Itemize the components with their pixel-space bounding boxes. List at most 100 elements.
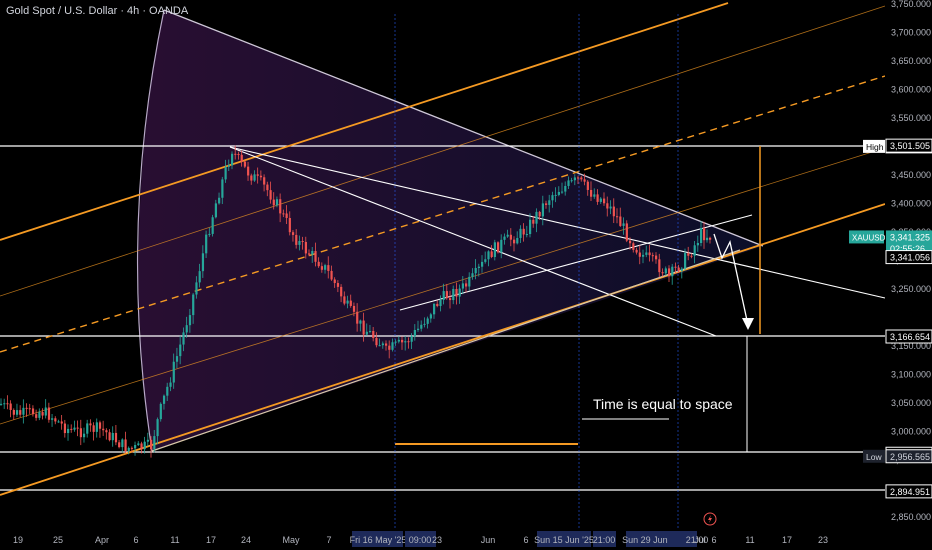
candle-body bbox=[169, 382, 172, 387]
candle-body bbox=[394, 341, 397, 343]
candle-body bbox=[372, 330, 375, 338]
candle-body bbox=[493, 242, 496, 258]
candle-body bbox=[205, 234, 208, 254]
price-tick-label: 3,400.000 bbox=[891, 199, 931, 209]
candle-body bbox=[224, 166, 227, 180]
svg-text:2,956.565: 2,956.565 bbox=[890, 452, 930, 462]
channel-upper-line bbox=[0, 2, 729, 241]
candle-body bbox=[423, 323, 426, 325]
candle-body bbox=[192, 294, 195, 316]
candle-body bbox=[288, 217, 291, 233]
candle-body bbox=[269, 190, 272, 200]
time-axis-highlight bbox=[405, 531, 436, 547]
candle-body bbox=[146, 439, 150, 442]
candle-body bbox=[661, 272, 664, 274]
candle-body bbox=[420, 324, 423, 329]
candle-body bbox=[250, 175, 253, 181]
candle-body bbox=[445, 291, 448, 299]
channel-mid-dashed-line bbox=[0, 75, 886, 353]
candle-body bbox=[6, 403, 9, 405]
candle-body bbox=[51, 418, 54, 420]
candle-body bbox=[532, 219, 535, 224]
candle-body bbox=[407, 341, 410, 343]
candle-body bbox=[455, 288, 458, 297]
candle-body bbox=[658, 259, 661, 273]
candle-body bbox=[121, 439, 124, 448]
svg-text:3,501.505: 3,501.505 bbox=[890, 141, 930, 151]
price-axis[interactable]: 3,750.000 3,700.000 3,650.000 3,600.000 3,55… bbox=[849, 0, 932, 550]
candle-body bbox=[9, 403, 12, 410]
candle-body bbox=[564, 185, 567, 192]
price-tick-label: 3,600.000 bbox=[891, 85, 931, 95]
candle-body bbox=[12, 409, 15, 415]
candle-body bbox=[118, 442, 121, 448]
time-tick-label: Jul bbox=[694, 535, 706, 545]
candle-body bbox=[298, 241, 301, 245]
candle-body bbox=[304, 241, 307, 254]
candle-body bbox=[67, 428, 70, 434]
candle-body bbox=[648, 252, 651, 256]
time-tick-label: 23 bbox=[818, 535, 828, 545]
candle-body bbox=[503, 236, 506, 240]
candle-body bbox=[124, 439, 127, 452]
candle-body bbox=[664, 268, 667, 274]
candle-body bbox=[237, 153, 240, 155]
candle-body bbox=[439, 299, 442, 307]
time-tick-label: Jun bbox=[481, 535, 496, 545]
candle-body bbox=[301, 241, 304, 243]
lightning-icon[interactable] bbox=[703, 512, 717, 526]
candle-body bbox=[172, 361, 175, 383]
price-tick-label: 3,050.000 bbox=[891, 398, 931, 408]
candle-body bbox=[182, 332, 185, 345]
candle-body bbox=[266, 184, 269, 191]
channel-upper-inner-line bbox=[0, 5, 886, 297]
candle-body bbox=[105, 430, 108, 433]
time-axis-highlight bbox=[537, 531, 591, 547]
candle-body bbox=[671, 266, 674, 277]
candle-body bbox=[31, 408, 35, 415]
candle-body bbox=[651, 255, 654, 257]
time-tick-label: 6 bbox=[133, 535, 138, 545]
candle-body bbox=[28, 408, 31, 410]
candle-body bbox=[166, 386, 169, 396]
price-tick-label: 3,100.000 bbox=[891, 370, 931, 380]
candle-body bbox=[452, 288, 455, 301]
candle-body bbox=[385, 343, 388, 346]
time-tick-label: 25 bbox=[53, 535, 63, 545]
time-tick-label: 17 bbox=[782, 535, 792, 545]
channel-lower-inner-line bbox=[0, 147, 886, 425]
time-tick-label: Apr bbox=[95, 535, 109, 545]
time-axis[interactable]: 19 25 Apr 6 11 17 24 May 7 Fri 16 May '25 09:00 23 J… bbox=[0, 531, 885, 550]
candle-body bbox=[308, 253, 311, 255]
candle-body bbox=[285, 213, 288, 218]
candle-body bbox=[259, 175, 263, 178]
candle-body bbox=[324, 265, 327, 270]
candle-body bbox=[208, 233, 211, 235]
candle-body bbox=[388, 345, 391, 350]
price-symbol-label: XAUUSD bbox=[852, 233, 886, 242]
candle-body bbox=[22, 407, 25, 415]
candle-body bbox=[548, 200, 551, 205]
candle-body bbox=[243, 161, 247, 167]
candle-body bbox=[625, 223, 628, 241]
candle-body bbox=[221, 179, 224, 198]
price-axis-bg bbox=[885, 0, 932, 550]
candle-body bbox=[295, 234, 298, 245]
candle-body bbox=[490, 251, 493, 258]
candle-body bbox=[481, 261, 484, 267]
projection-arrow-head bbox=[742, 318, 754, 330]
candle-body bbox=[343, 296, 346, 304]
candle-body bbox=[612, 206, 615, 217]
candle-body bbox=[108, 432, 111, 441]
candle-body bbox=[541, 203, 544, 217]
candle-body bbox=[188, 315, 192, 326]
candle-body bbox=[365, 331, 368, 335]
candle-body bbox=[54, 418, 57, 422]
candle-body bbox=[201, 253, 205, 272]
candle-body bbox=[561, 191, 564, 193]
candle-body bbox=[638, 252, 641, 257]
candle-body bbox=[89, 423, 92, 426]
candle-body bbox=[551, 195, 554, 201]
candle-body bbox=[693, 245, 696, 256]
